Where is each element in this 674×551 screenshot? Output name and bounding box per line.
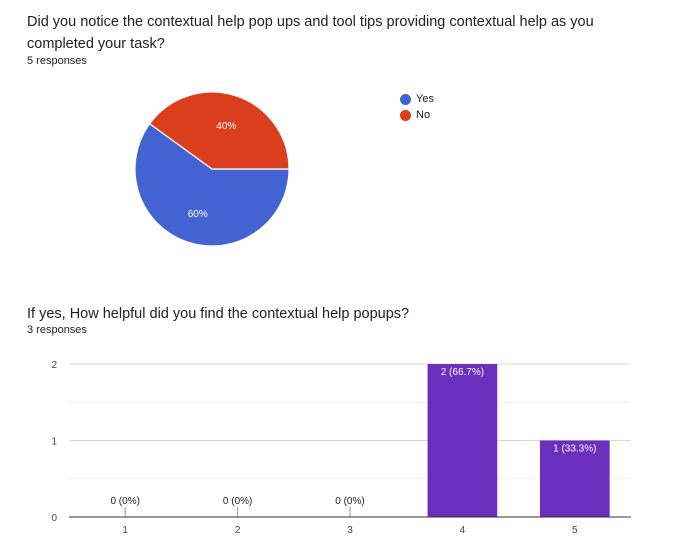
legend-label-no: No — [416, 109, 431, 121]
pie-legend: Yes No — [400, 91, 434, 123]
x-tick-label-2: 2 — [235, 525, 241, 536]
pie-label-yes: 60% — [188, 209, 208, 220]
legend-swatch-no — [400, 109, 411, 121]
bar-5 — [539, 440, 610, 517]
pie-label-no: 40% — [216, 121, 236, 132]
pie-slice-yes — [134, 122, 290, 247]
pie-slice-no — [148, 91, 290, 170]
bar-value-label-3: 0 (0%) — [335, 496, 364, 507]
y-tick-label: 0 — [51, 513, 57, 524]
legend-item-no: No — [400, 107, 434, 123]
bar-value-label-2: 0 (0%) — [223, 496, 252, 507]
legend-item-yes: Yes — [400, 91, 434, 107]
y-tick-label: 2 — [51, 360, 57, 371]
question-1-title: Did you notice the contextual help pop u… — [27, 14, 594, 52]
legend-swatch-yes — [400, 93, 411, 105]
legend-label-yes: Yes — [416, 93, 434, 105]
x-tick-label-3: 3 — [347, 525, 353, 536]
bar-value-label-1: 0 (0%) — [110, 496, 139, 507]
question-1-response-count: 5 responses — [27, 55, 87, 67]
bar-value-label-5: 1 (33.3%) — [553, 444, 596, 455]
x-tick-label-5: 5 — [572, 525, 578, 536]
bar-chart: 0 1 2 0 (0%) 1 0 (0%) 2 0 (0%) 3 2 (66.7%) 4 1 (33.… — [51, 360, 631, 536]
bar-4 — [427, 364, 498, 517]
x-tick-label-1: 1 — [122, 525, 128, 536]
y-tick-label: 1 — [51, 437, 57, 448]
question-2-response-count: 3 responses — [27, 324, 87, 336]
pie-chart: 60% 40% — [134, 91, 290, 247]
x-tick-label-4: 4 — [460, 525, 466, 536]
bar-value-label-4: 2 (66.7%) — [441, 367, 484, 378]
question-2-title: If yes, How helpful did you find the con… — [27, 306, 410, 322]
